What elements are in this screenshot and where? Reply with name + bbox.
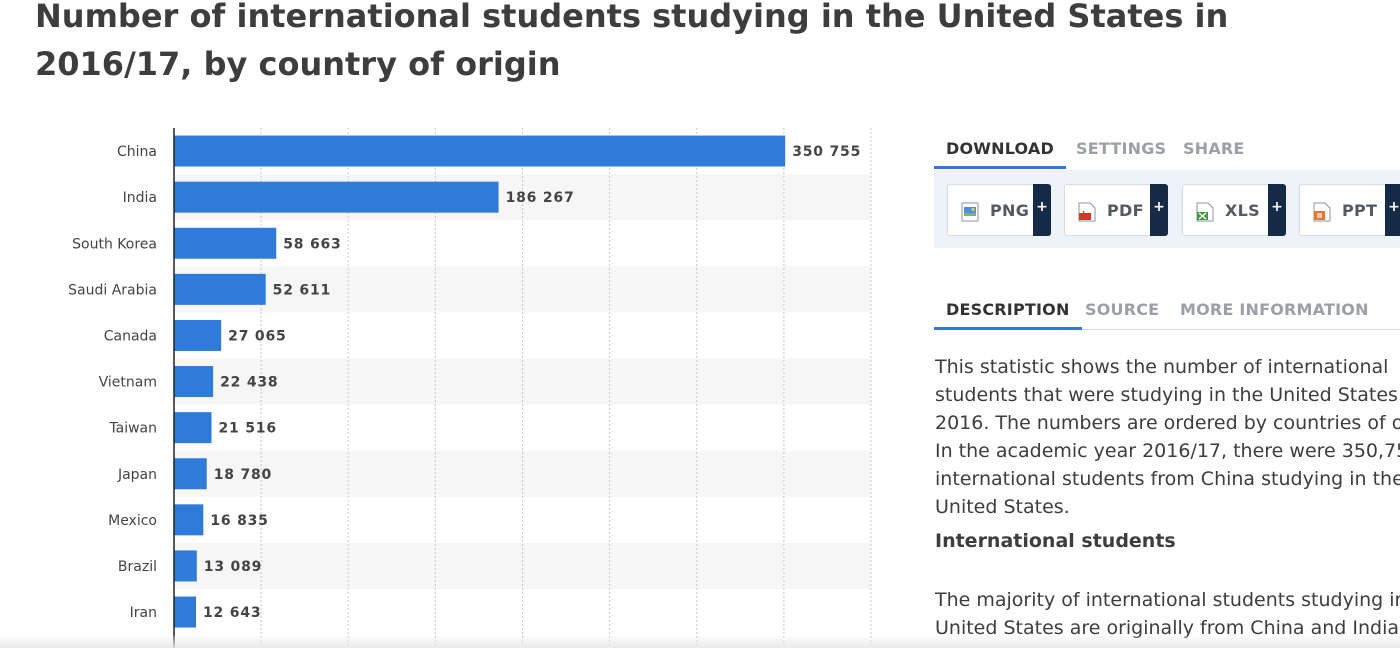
category-label: Vietnam [99,375,157,391]
pdf-label: PDF [1107,201,1144,220]
bar [174,596,197,628]
description-line: In the academic year 2016/17, there were… [935,440,1400,462]
bar [174,550,197,582]
bar [174,135,786,167]
description-line: United States. [935,496,1070,518]
download-bar: PNG + PDF + XLS + PPT + [934,170,1400,248]
plus-icon[interactable]: + [1033,184,1051,236]
page-title: Number of international students studyin… [35,0,1229,83]
description-line: The majority of international students s… [935,589,1400,611]
category-label: Iran [130,605,157,621]
description-text-2: The majority of international students s… [935,586,1400,642]
value-label: 27 065 [228,328,286,344]
description-line: United States are originally from China … [935,617,1400,639]
bar [174,366,214,398]
download-tabs: DOWNLOAD SETTINGS SHARE [934,133,1400,169]
xls-file-icon [1196,202,1214,222]
description-line: international students from China studyi… [935,468,1400,490]
value-label: 58 663 [283,236,341,252]
value-label: 52 611 [273,282,331,298]
value-label: 350 755 [792,144,861,160]
ppt-download-button[interactable]: PPT + [1299,184,1400,236]
category-label: Brazil [118,559,157,575]
scroll-fade [0,636,1400,648]
description-text: This statistic shows the number of inter… [935,353,1400,521]
png-label: PNG [990,201,1030,220]
plus-icon[interactable]: + [1150,184,1168,236]
tab-source[interactable]: SOURCE [1085,300,1160,319]
ppt-label: PPT [1342,201,1378,220]
section-title: International students [935,530,1176,552]
value-label: 21 516 [218,421,276,437]
value-label: 22 438 [220,375,278,391]
value-label: 13 089 [204,559,262,575]
tab-more-information[interactable]: MORE INFORMATION [1180,300,1369,319]
value-label: 12 643 [203,605,261,621]
bar [174,458,207,490]
description-line: This statistic shows the number of inter… [935,356,1389,378]
value-label: 18 780 [214,467,272,483]
category-label: China [117,144,157,160]
category-label: India [123,190,157,206]
bar [174,412,212,444]
bar [174,181,499,213]
xls-label: XLS [1225,201,1260,220]
plus-icon[interactable]: + [1268,184,1286,236]
info-tabs: DESCRIPTION SOURCE MORE INFORMATION [934,294,1400,330]
bar-chart: China 350 755 India 186 267 South Korea 58 66… [68,128,872,648]
description-line: 2016. The numbers are ordered by countri… [935,412,1400,434]
pdf-download-button[interactable]: PDF + [1064,184,1168,236]
bar [174,227,277,259]
category-label: Mexico [108,513,157,529]
bar [174,319,222,351]
description-line: students that were studying in the Unite… [935,384,1400,406]
bar [174,273,266,305]
category-label: Canada [104,328,157,344]
png-download-button[interactable]: PNG + [947,184,1051,236]
category-label: Taiwan [108,421,157,437]
tab-share[interactable]: SHARE [1183,139,1245,158]
ppt-file-icon [1313,202,1331,222]
tab-settings[interactable]: SETTINGS [1076,139,1167,158]
plus-icon[interactable]: + [1385,184,1400,236]
category-label: Saudi Arabia [68,282,157,298]
category-label: South Korea [72,236,157,252]
png-file-icon [961,202,979,222]
tab-download[interactable]: DOWNLOAD [934,133,1066,169]
value-label: 16 835 [210,513,268,529]
bar [174,504,204,536]
pdf-file-icon [1078,202,1096,222]
tab-description[interactable]: DESCRIPTION [934,294,1082,330]
category-label: Japan [117,467,157,483]
value-label: 186 267 [506,190,575,206]
xls-download-button[interactable]: XLS + [1182,184,1286,236]
